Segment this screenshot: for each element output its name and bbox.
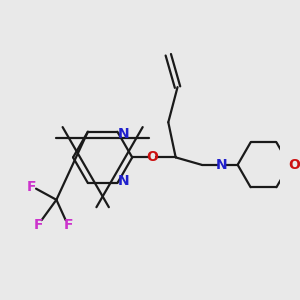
Text: N: N xyxy=(216,158,228,172)
Text: F: F xyxy=(64,218,74,232)
Text: O: O xyxy=(147,150,158,164)
Text: O: O xyxy=(289,158,300,172)
Text: N: N xyxy=(118,174,129,188)
Text: F: F xyxy=(26,180,36,194)
Text: F: F xyxy=(34,218,43,232)
Text: N: N xyxy=(118,127,129,141)
